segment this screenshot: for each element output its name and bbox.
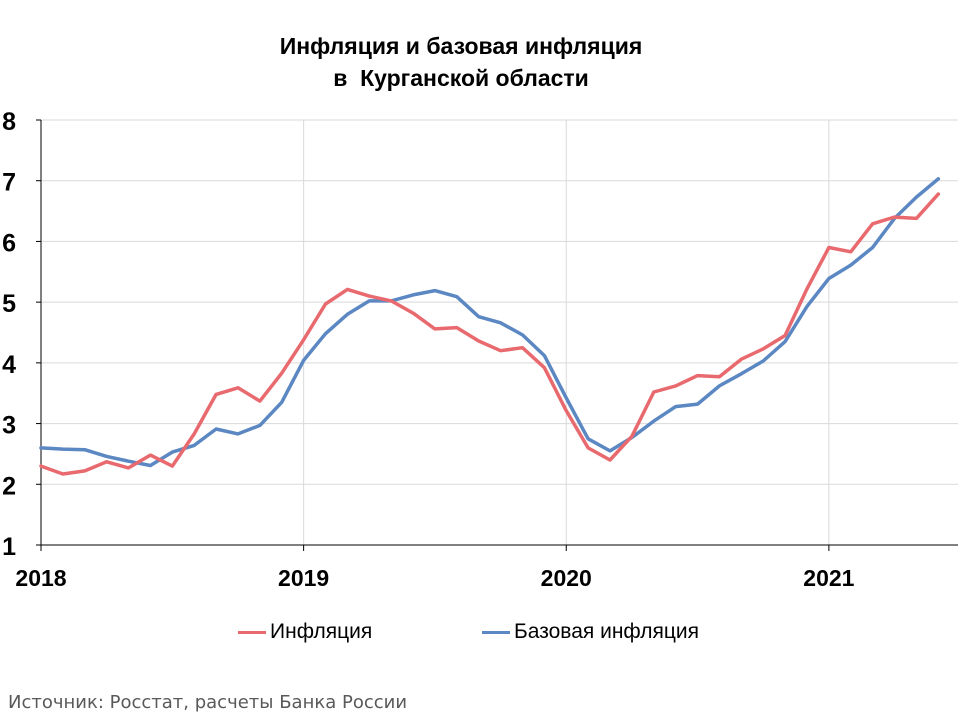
x-tick-label: 2021 <box>803 565 854 591</box>
legend-item-inflation: Инфляция <box>238 620 372 644</box>
legend-line-core-inflation <box>482 630 510 634</box>
source-note: Источник: Росстат, расчеты Банка России <box>8 692 408 713</box>
y-tick-label: 7 <box>2 169 16 197</box>
y-tick-label: 6 <box>2 229 16 257</box>
y-tick-label: 1 <box>2 533 16 561</box>
x-tick-label: 2019 <box>278 565 329 591</box>
tick-labels: 1 2 3 4 5 6 7 8 2018 2019 2020 2021 <box>2 108 855 591</box>
y-tick-label: 5 <box>2 290 16 318</box>
chart-title-line-2: в Курганской области <box>333 65 589 91</box>
x-tick-label: 2020 <box>541 565 592 591</box>
legend-line-inflation <box>238 630 266 634</box>
series-line-core-inflation <box>39 177 941 468</box>
legend-item-core-inflation: Базовая инфляция <box>482 620 699 644</box>
y-tick-label: 2 <box>2 472 16 500</box>
chart-title-line-1: Инфляция и базовая инфляция <box>279 33 643 59</box>
series-line-inflation <box>39 192 941 476</box>
legend: Инфляция Базовая инфляция <box>0 620 960 650</box>
axes <box>36 119 958 551</box>
series-lines <box>39 177 941 476</box>
y-tick-label: 8 <box>2 108 16 136</box>
chart-title: Инфляция и базовая инфляция в Курганской… <box>0 30 922 94</box>
y-tick-label: 4 <box>2 351 16 379</box>
x-tick-label: 2018 <box>15 565 66 591</box>
gridlines <box>41 119 958 545</box>
legend-label-core-inflation: Базовая инфляция <box>514 620 700 643</box>
y-tick-label: 3 <box>2 412 16 440</box>
line-chart: 1 2 3 4 5 6 7 8 2018 2019 2020 2021 <box>2 108 958 591</box>
legend-label-inflation: Инфляция <box>270 620 373 643</box>
